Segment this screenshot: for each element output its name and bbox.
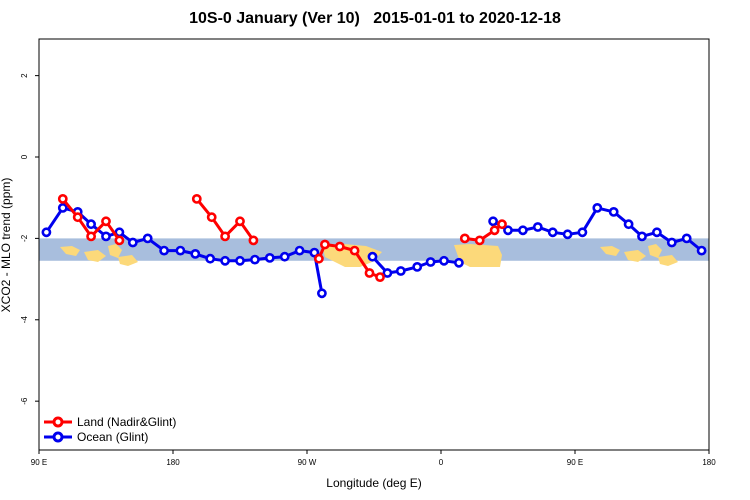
data-point-ocean — [279, 251, 290, 262]
data-point-ocean — [453, 257, 464, 268]
data-point-land — [313, 253, 324, 264]
chart-title-left: 10S-0 January (Ver 10) — [189, 10, 360, 27]
data-point-ocean — [518, 225, 528, 236]
map-band-land — [84, 250, 106, 262]
legend-ocean-marker — [52, 431, 64, 443]
y-tick-label: -6 — [20, 397, 29, 405]
data-point-ocean — [235, 255, 245, 266]
data-point-ocean — [57, 202, 68, 213]
data-point-ocean — [592, 202, 603, 213]
chart-title-right: 2015-01-01 to 2020-12-18 — [373, 10, 561, 27]
chart-title: 10S-0 January (Ver 10) 2015-01-01 to 202… — [0, 10, 750, 28]
data-point-ocean — [127, 237, 138, 248]
data-point-ocean — [220, 255, 230, 266]
data-point-land — [72, 212, 83, 223]
data-point-land — [220, 231, 230, 242]
map-band-land — [108, 244, 122, 258]
series-layer — [41, 193, 707, 299]
data-point-ocean — [309, 247, 320, 258]
data-point-land — [334, 241, 345, 252]
data-point-ocean — [205, 253, 216, 264]
map-band-land — [648, 244, 662, 258]
data-point-land — [459, 233, 470, 244]
map-band — [39, 238, 709, 267]
data-point-ocean — [623, 219, 634, 230]
map-band-land — [454, 244, 502, 267]
data-point-ocean — [652, 227, 662, 238]
data-point-land — [86, 231, 96, 242]
map-band-land — [658, 255, 678, 266]
legend-land-label: Land (Nadir&Glint) — [77, 415, 176, 429]
x-tick-label: 180 — [166, 458, 180, 467]
data-point-ocean — [382, 268, 393, 278]
data-point-land — [489, 225, 500, 236]
data-point-ocean — [532, 222, 543, 232]
data-point-land — [206, 212, 217, 223]
x-tick-label: 90 W — [298, 458, 317, 467]
x-tick-label: 90 E — [567, 458, 583, 467]
axes: 90 E 180 90 W 0 90 E 180 2 0 -2 -4 -6 — [20, 73, 716, 467]
x-tick-label: 0 — [439, 458, 444, 467]
y-tick-label: -4 — [20, 316, 29, 324]
data-point-ocean — [159, 245, 169, 256]
y-tick-label: -2 — [20, 234, 29, 242]
data-point-land — [235, 216, 245, 227]
data-point-land — [375, 272, 385, 282]
data-point-ocean — [439, 255, 449, 266]
legend: Land (Nadir&Glint) Ocean (Glint) — [44, 415, 176, 444]
data-point-land — [319, 239, 330, 250]
legend-ocean-label: Ocean (Glint) — [77, 430, 148, 444]
data-point-land — [349, 245, 360, 256]
map-band-land — [60, 246, 80, 256]
data-point-land — [57, 193, 68, 204]
plot-frame — [38, 38, 710, 451]
data-point-ocean — [608, 206, 619, 217]
data-point-land — [474, 235, 485, 246]
map-band-land — [118, 255, 138, 266]
x-axis-label: Longitude (deg E) — [326, 476, 421, 490]
y-tick-label: 2 — [20, 73, 29, 78]
data-point-ocean — [425, 257, 436, 267]
data-point-ocean — [264, 252, 275, 263]
legend-land-marker — [52, 416, 64, 428]
data-point-ocean — [142, 233, 153, 244]
x-tick-label: 180 — [702, 458, 716, 467]
data-point-land — [114, 235, 125, 246]
y-tick-label: 0 — [20, 154, 29, 159]
data-point-ocean — [696, 245, 707, 256]
data-point-land — [248, 235, 259, 246]
map-band-land — [600, 246, 620, 256]
data-point-ocean — [395, 266, 406, 276]
data-point-ocean — [175, 245, 186, 256]
data-point-ocean — [637, 231, 647, 242]
data-point-ocean — [681, 233, 692, 244]
data-point-ocean — [503, 225, 513, 236]
data-point-land — [191, 193, 202, 204]
data-point-ocean — [41, 227, 52, 238]
data-point-land — [101, 216, 111, 227]
data-point-ocean — [367, 251, 378, 262]
data-point-ocean — [577, 227, 588, 238]
data-point-ocean — [562, 229, 573, 240]
data-point-ocean — [547, 227, 558, 238]
data-point-ocean — [294, 245, 305, 256]
data-point-ocean — [316, 288, 327, 299]
data-point-ocean — [101, 231, 111, 242]
data-point-ocean — [412, 261, 423, 272]
x-tick-label: 90 E — [31, 458, 47, 467]
data-point-ocean — [249, 254, 260, 265]
data-point-land — [497, 219, 507, 230]
map-band-land — [624, 250, 646, 262]
data-point-ocean — [86, 219, 96, 230]
data-point-ocean — [666, 237, 677, 248]
data-point-land — [364, 268, 375, 278]
data-point-ocean — [488, 216, 498, 227]
y-axis-label: XCO2 - MLO trend (ppm) — [0, 178, 13, 313]
data-point-ocean — [190, 248, 201, 259]
